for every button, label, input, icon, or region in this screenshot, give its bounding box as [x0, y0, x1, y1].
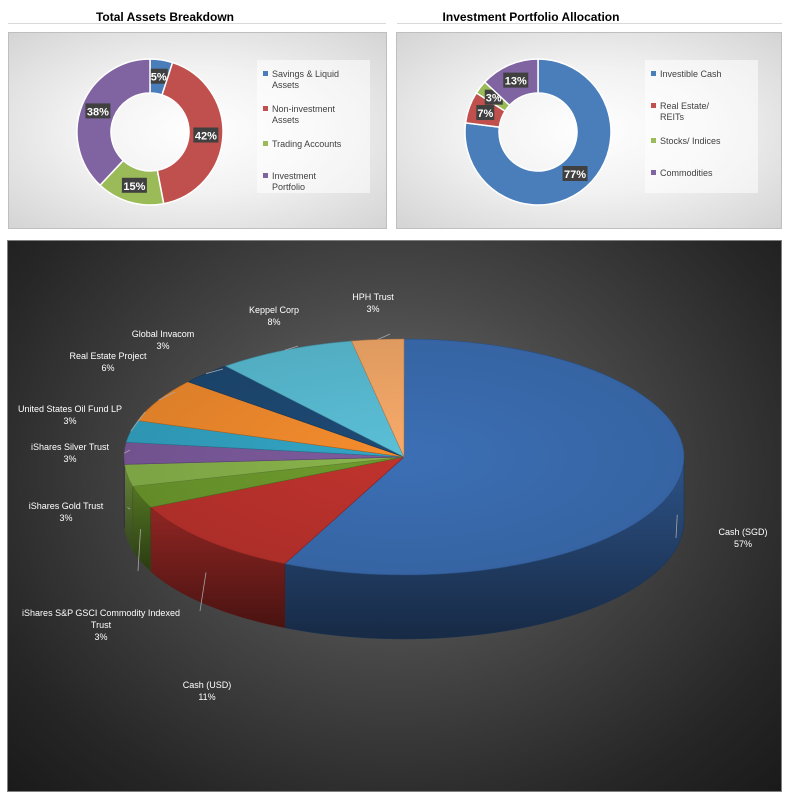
chart3-leader-line: [127, 507, 131, 510]
chart2-legend-swatch: [651, 103, 656, 108]
chart1-legend-box: [257, 60, 370, 193]
chart1-panel: 5% 42% 15% 38% Savings & Liquid Assets Non-inv…: [8, 32, 387, 229]
chart2-title: Investment Portfolio Allocation: [442, 10, 620, 24]
chart1-title: Total Assets Breakdown: [95, 10, 235, 24]
chart2-data-label: 7%: [476, 105, 495, 121]
chart2-data-label-text: 13%: [505, 76, 527, 88]
chart2-legend-swatch: [651, 170, 656, 175]
chart3-side-ishares-silver-trust: [123, 456, 125, 529]
chart3-leader-line: [284, 345, 299, 351]
chart2-legend-label: Real Estate/REITs: [660, 101, 710, 122]
chart2-data-label-box: [476, 105, 495, 121]
chart1-svg: 5% 42% 15% 38% Savings & Liquid Assets Non-inv…: [76, 58, 370, 206]
chart1-data-label-text: 38%: [87, 106, 109, 118]
chart2-legend-swatch: [651, 71, 656, 76]
chart1-legend-label: Savings & Liquid Assets: [272, 69, 339, 90]
chart3-panel: Cash (SGD) 57% Cash (USD) 11% iShares S&P GS…: [7, 240, 782, 792]
chart3-label-cash-usd: Cash (USD) 11%: [183, 680, 232, 702]
chart1-legend-label: Trading Accounts: [272, 139, 342, 149]
chart1-legend-swatch: [263, 71, 268, 76]
chart1-slice-non-investment-assets: [156, 61, 224, 205]
chart2-data-label-text: 77%: [564, 169, 586, 181]
chart2-data-label-text: 3%: [486, 93, 502, 105]
chart2-legend-box: [645, 60, 758, 193]
chart3-leader-line: [377, 333, 391, 340]
chart2-data-label-box: [562, 166, 588, 182]
chart1-data-label-box: [193, 127, 219, 143]
chart3-leader-line: [199, 572, 207, 612]
chart2-legend: Investible Cash Real Estate/REITs Stocks/ …: [645, 60, 758, 193]
chart1-slice-investment-portfolio: [76, 58, 151, 187]
chart2-data-label: 13%: [503, 72, 529, 88]
chart3-label-keppel-corp: Keppel Corp 8%: [249, 305, 299, 327]
chart3-label-ishares-silver-trust: iShares Silver Trust 3%: [31, 442, 110, 464]
chart1-data-label-text: 15%: [123, 181, 145, 193]
chart3-label-ishares-s-p-gsci-commodity-indexed-trust: iShares S&P GSCI Commodity Indexed Trust 3…: [22, 608, 180, 642]
chart1-data-label: 15%: [121, 177, 147, 193]
chart3-leader-line: [123, 449, 131, 454]
chart1-legend-label: Investment Portfolio: [272, 171, 317, 192]
chart1-data-label-text: 42%: [195, 131, 217, 143]
chart3-label-united-states-oil-fund-lp: United States Oil Fund LP 3%: [18, 404, 122, 426]
chart3-leader-line: [675, 514, 678, 539]
chart2-svg: 77% 7% 3%13% Investible Cash Real Estate/REI…: [464, 58, 758, 206]
chart2-legend-label: Commodities: [660, 168, 713, 178]
chart1-data-label-box: [121, 177, 147, 193]
chart3-slice-cash-usd: [149, 456, 406, 565]
chart1-legend: Savings & Liquid Assets Non-investment Asse…: [257, 60, 370, 193]
chart3-label-ishares-gold-trust: iShares Gold Trust 3%: [29, 501, 104, 523]
chart3-top: [123, 338, 685, 576]
chart3-leader-line: [137, 528, 141, 572]
chart1-data-label: 42%: [193, 127, 219, 143]
chart3-label-cash-sgd: Cash (SGD) 57%: [718, 527, 767, 549]
chart3-label-real-estate-project: Real Estate Project 6%: [69, 351, 147, 373]
chart2-legend-label: Investible Cash: [660, 69, 722, 79]
chart2-panel: 77% 7% 3% 13% Investible Cash Real Estate/REI…: [396, 32, 782, 229]
chart2-data-label-text: 7%: [477, 108, 493, 120]
chart1-legend-swatch: [263, 173, 268, 178]
chart1-legend-swatch: [263, 106, 268, 111]
chart1-data-label: 5%: [149, 68, 168, 84]
chart2-data-label: 77%: [562, 166, 588, 182]
chart2-legend-swatch: [651, 138, 656, 143]
chart3-label-hph-trust: HPH Trust 3%: [352, 292, 394, 314]
chart1-data-label-text: 5%: [151, 72, 167, 84]
chart3-leader-line: [130, 411, 146, 432]
chart1-data-label-box: [149, 68, 168, 84]
chart3-labels: Cash (SGD) 57% Cash (USD) 11% iShares S&P GS…: [18, 292, 768, 702]
chart1-data-label: 38%: [85, 103, 111, 119]
chart1-data-label-box: [85, 103, 111, 119]
chart2-data-label-box: [503, 72, 529, 88]
chart3-leader-line: [158, 391, 176, 401]
chart2-title-rule: [397, 23, 782, 24]
chart1-legend-label: Non-investment Assets: [272, 104, 336, 125]
chart3-svg: Cash (SGD) 57% Cash (USD) 11% iShares S&P GS…: [18, 292, 768, 702]
chart3-label-global-invacom: Global Invacom 3%: [132, 329, 195, 351]
chart3-slice-cash-sgd: [284, 338, 685, 576]
chart1-title-rule: [8, 23, 386, 24]
chart3-leader-line: [205, 368, 224, 374]
chart3-slice-hph-trust: [351, 338, 405, 458]
chart2-legend-label: Stocks/ Indices: [660, 136, 721, 146]
chart1-legend-swatch: [263, 141, 268, 146]
